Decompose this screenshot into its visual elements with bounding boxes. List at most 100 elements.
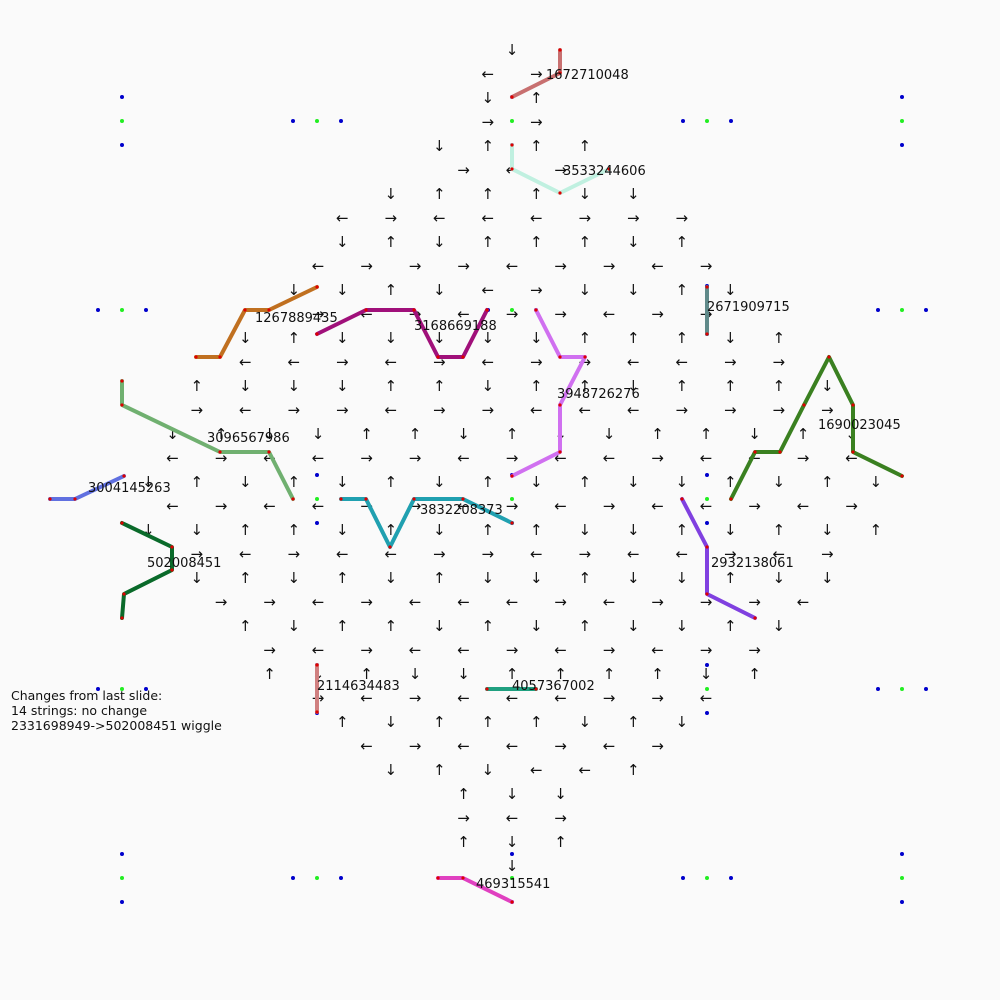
arrow-up-icon: ↑ <box>433 569 446 587</box>
changes-note-title: Changes from last slide: <box>11 688 163 703</box>
arrow-right-icon: → <box>287 545 300 563</box>
arrow-down-icon: ↓ <box>675 569 688 587</box>
string-label: 3096567986 <box>207 431 290 446</box>
blue-dot <box>681 119 685 123</box>
arrow-down-icon: ↓ <box>772 617 785 635</box>
string-vertex-dot <box>122 592 126 596</box>
arrow-right-icon: → <box>748 593 761 611</box>
arrow-down-icon: ↓ <box>433 473 446 491</box>
arrow-up-icon: ↑ <box>506 425 519 443</box>
arrow-up-icon: ↑ <box>748 665 761 683</box>
arrow-down-icon: ↓ <box>481 89 494 107</box>
blue-dot <box>924 687 928 691</box>
arrow-right-icon: → <box>506 305 519 323</box>
arrow-left-icon: ← <box>384 353 397 371</box>
arrow-right-icon: → <box>603 257 616 275</box>
blue-dot <box>900 95 904 99</box>
arrow-down-icon: ↓ <box>433 329 446 347</box>
string-vertex-dot <box>753 616 757 620</box>
blue-dot <box>681 876 685 880</box>
arrow-up-icon: ↑ <box>578 233 591 251</box>
arrow-down-icon: ↓ <box>336 281 349 299</box>
string-label: 2671909715 <box>707 300 790 315</box>
arrow-right-icon: → <box>700 593 713 611</box>
arrow-down-icon: ↓ <box>578 185 591 203</box>
arrow-right-icon: → <box>457 809 470 827</box>
arrow-right-icon: → <box>700 641 713 659</box>
string-vertex-dot <box>778 450 782 454</box>
arrow-up-icon: ↑ <box>627 713 640 731</box>
arrow-left-icon: ← <box>287 353 300 371</box>
arrow-up-icon: ↑ <box>384 377 397 395</box>
arrow-down-icon: ↓ <box>578 713 591 731</box>
arrow-up-icon: ↑ <box>821 473 834 491</box>
string-vertex-dot <box>170 568 174 572</box>
arrow-down-icon: ↓ <box>239 377 252 395</box>
arrow-right-icon: → <box>675 209 688 227</box>
arrow-up-icon: ↑ <box>360 665 373 683</box>
string-label: 3948726276 <box>557 387 640 402</box>
arrow-up-icon: ↑ <box>481 233 494 251</box>
string-label: 2114634483 <box>317 679 400 694</box>
arrow-up-icon: ↑ <box>578 473 591 491</box>
blue-dot <box>96 308 100 312</box>
string-label: 4057367002 <box>512 679 595 694</box>
blue-dot <box>729 876 733 880</box>
arrow-up-icon: ↑ <box>457 785 470 803</box>
arrow-down-icon: ↓ <box>481 761 494 779</box>
changes-note-wiggle: 2331698949->502008451 wiggle <box>11 718 222 733</box>
arrow-left-icon: ← <box>312 257 325 275</box>
arrow-left-icon: ← <box>457 641 470 659</box>
string-vertex-dot <box>315 332 319 336</box>
string-vertex-dot <box>753 450 757 454</box>
arrow-left-icon: ← <box>506 593 519 611</box>
arrow-up-icon: ↑ <box>603 665 616 683</box>
string-vertex-dot <box>364 497 368 501</box>
arrow-left-icon: ← <box>554 689 567 707</box>
arrow-up-icon: ↑ <box>724 473 737 491</box>
string-path-3948726276 <box>510 308 587 478</box>
arrow-left-icon: ← <box>166 497 179 515</box>
arrow-up-icon: ↑ <box>530 185 543 203</box>
arrow-left-icon: ← <box>409 593 422 611</box>
arrow-down-icon: ↓ <box>530 617 543 635</box>
blue-dot <box>144 687 148 691</box>
arrow-down-icon: ↓ <box>384 761 397 779</box>
arrow-up-icon: ↑ <box>675 377 688 395</box>
arrow-right-icon: → <box>772 401 785 419</box>
arrow-up-icon: ↑ <box>287 329 300 347</box>
arrow-down-icon: ↓ <box>724 329 737 347</box>
arrow-up-icon: ↑ <box>287 521 300 539</box>
green-dot <box>120 308 124 312</box>
string-vertex-dot <box>339 497 343 501</box>
blue-dot <box>120 852 124 856</box>
arrow-left-icon: ← <box>336 209 349 227</box>
arrow-down-icon: ↓ <box>433 617 446 635</box>
arrow-up-icon: ↑ <box>384 233 397 251</box>
arrow-right-icon: → <box>748 497 761 515</box>
arrow-right-icon: → <box>409 449 422 467</box>
arrow-down-icon: ↓ <box>336 233 349 251</box>
arrow-left-icon: ← <box>554 641 567 659</box>
string-vertex-dot <box>436 876 440 880</box>
string-vertex-dot <box>558 191 562 195</box>
arrow-down-icon: ↓ <box>627 281 640 299</box>
arrow-down-icon: ↓ <box>336 521 349 539</box>
green-dot <box>120 119 124 123</box>
blue-dot <box>120 95 124 99</box>
string-vertex-dot <box>267 308 271 312</box>
arrow-down-icon: ↓ <box>239 473 252 491</box>
arrow-left-icon: ← <box>554 497 567 515</box>
arrow-down-icon: ↓ <box>675 713 688 731</box>
arrow-down-icon: ↓ <box>578 521 591 539</box>
arrow-left-icon: ← <box>263 497 276 515</box>
string-vertex-dot <box>510 143 514 147</box>
string-vertex-dot <box>315 663 319 667</box>
string-label: 469315541 <box>476 877 550 892</box>
arrow-left-icon: ← <box>506 809 519 827</box>
arrow-up-icon: ↑ <box>409 425 422 443</box>
arrow-right-icon: → <box>433 545 446 563</box>
string-label: 3168669188 <box>414 319 497 334</box>
string-vertex-dot <box>558 403 562 407</box>
arrow-right-icon: → <box>530 281 543 299</box>
